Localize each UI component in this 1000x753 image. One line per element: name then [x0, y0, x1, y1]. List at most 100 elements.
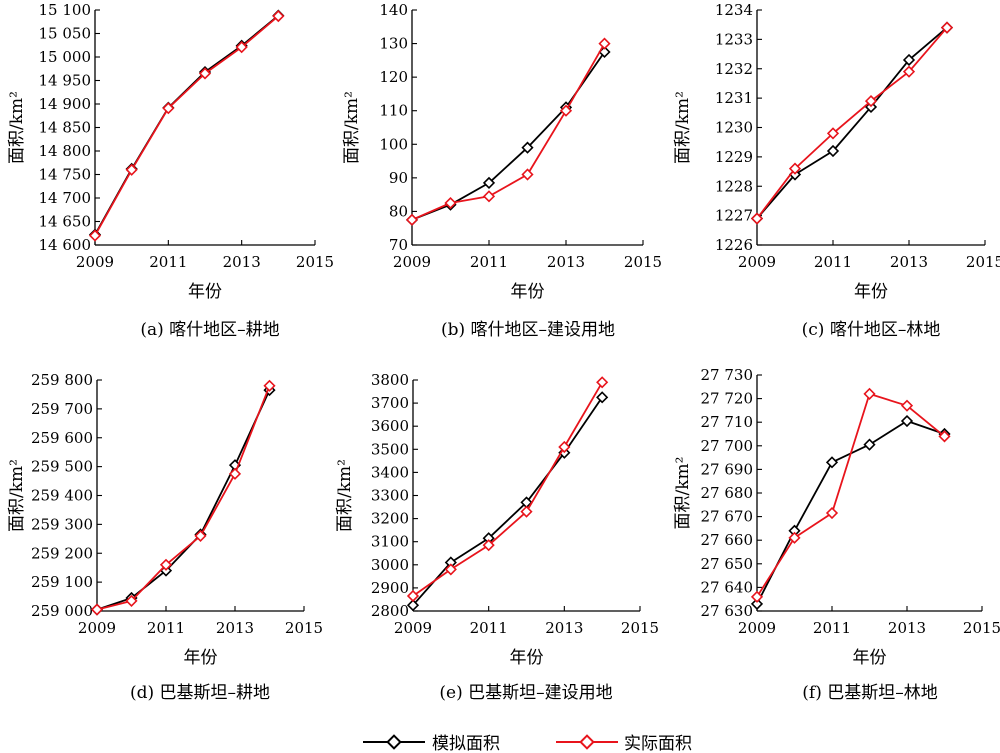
y-tick-label: 27 640 [701, 578, 754, 596]
y-tick-label: 15 050 [39, 25, 92, 43]
y-tick-label: 3300 [371, 487, 409, 505]
x-tick-label: 2009 [738, 253, 776, 271]
y-tick-label: 3000 [371, 556, 409, 574]
x-tick-label: 2013 [888, 619, 926, 637]
y-tick-label: 15 000 [39, 48, 92, 66]
data-point-actual [788, 531, 801, 544]
y-tick-label: 120 [379, 68, 408, 86]
panel-caption: (e) 巴基斯坦–建设用地 [439, 683, 612, 703]
x-tick-label: 2011 [147, 619, 185, 637]
y-tick-label: 14 950 [39, 72, 92, 90]
y-tick-label: 2900 [371, 579, 409, 597]
data-point-actual [444, 563, 457, 576]
y-tick-label: 90 [389, 169, 408, 187]
data-point-simulated [826, 144, 840, 158]
data-point-simulated [902, 53, 916, 67]
y-tick-label: 27 710 [701, 413, 754, 431]
y-tick-label: 14 900 [39, 95, 92, 113]
y-tick-label: 130 [379, 35, 408, 53]
y-tick-label: 259 800 [31, 371, 93, 389]
data-point-actual [825, 506, 839, 520]
y-tick-label: 3800 [371, 371, 409, 389]
y-tick-label: 27 730 [701, 366, 754, 384]
y-tick-label: 1231 [715, 89, 753, 107]
y-tick-label: 27 670 [701, 508, 754, 526]
data-point-actual [162, 102, 175, 115]
data-point-actual [938, 430, 951, 443]
legend-label-actual: 实际面积 [624, 734, 692, 753]
y-tick-label: 27 660 [701, 531, 754, 549]
y-tick-label: 259 500 [31, 458, 93, 476]
data-point-actual [405, 213, 419, 226]
data-point-simulated [863, 438, 876, 451]
x-tick-label: 2015 [963, 619, 1000, 637]
series-line-actual [96, 385, 271, 611]
series-line-simulated [94, 14, 279, 236]
y-tick-label: 2800 [371, 602, 409, 620]
y-tick-label: 27 720 [701, 390, 754, 408]
x-tick-label: 2011 [813, 619, 851, 637]
x-axis-label: 年份 [184, 648, 218, 668]
data-point-simulated [596, 391, 609, 404]
x-tick-label: 2013 [547, 253, 585, 271]
data-point-actual [596, 376, 609, 389]
x-tick-label: 2009 [738, 619, 776, 637]
y-tick-label: 1229 [715, 148, 753, 166]
data-point-actual [228, 467, 242, 480]
x-tick-label: 2011 [149, 253, 187, 271]
y-tick-label: 100 [379, 135, 408, 153]
panel-caption: (a) 喀什地区–耕地 [140, 320, 279, 340]
series-line-actual [756, 392, 946, 598]
panel-caption: (c) 喀什地区–林地 [802, 320, 941, 340]
y-tick-label: 1227 [715, 207, 753, 225]
data-point-actual [559, 104, 573, 117]
y-tick-label: 1234 [715, 1, 753, 19]
data-point-actual [88, 229, 102, 242]
series-line-actual [756, 27, 948, 220]
data-point-actual [272, 10, 285, 23]
y-tick-label: 1233 [715, 30, 753, 48]
data-point-simulated [788, 524, 801, 537]
chart-panel-2: 70 80 90 100 110 120 130 140 2009 2011 2013 2015 年份 面… [342, 1, 662, 340]
y-tick-label: 27 690 [701, 460, 754, 478]
y-tick-label: 27 630 [701, 602, 754, 620]
data-point-actual [482, 190, 496, 203]
x-tick-label: 2011 [470, 619, 508, 637]
series-line-simulated [96, 389, 271, 611]
data-point-actual [194, 529, 207, 543]
chart-panel-1: 14 600 14 650 14 700 14 750 14 800 14 850 14 9… [7, 1, 334, 340]
x-tick-label: 2015 [624, 253, 662, 271]
data-point-simulated [444, 556, 457, 569]
y-axis-label: 面积/km² [335, 459, 355, 532]
y-tick-label: 80 [389, 202, 408, 220]
x-tick-label: 2015 [285, 619, 323, 637]
data-point-simulated [900, 414, 914, 428]
chart-panel-6: 27 630 27 640 27 650 27 660 27 670 27 680 27 6… [673, 366, 1000, 703]
y-tick-label: 27 650 [701, 555, 754, 573]
data-point-actual [520, 505, 533, 518]
x-tick-label: 2015 [966, 253, 1000, 271]
y-tick-label: 140 [379, 1, 408, 19]
y-tick-label: 14 850 [39, 119, 92, 137]
x-tick-label: 2015 [621, 619, 659, 637]
data-point-simulated [520, 496, 533, 509]
y-axis-label: 面积/km² [342, 91, 362, 164]
series-line-actual [411, 43, 606, 221]
chart-panel-4: 259 000 259 100 259 200 259 300 259 400 259 5… [7, 371, 323, 703]
x-tick-label: 2009 [76, 253, 114, 271]
y-tick-label: 70 [389, 236, 408, 254]
y-tick-label: 14 800 [39, 142, 92, 160]
x-tick-label: 2013 [223, 253, 261, 271]
y-tick-label: 14 750 [39, 166, 92, 184]
data-point-actual [902, 65, 916, 78]
data-point-actual [90, 603, 104, 616]
panel-caption: (f) 巴基斯坦–林地 [802, 683, 937, 703]
y-tick-label: 259 400 [31, 487, 93, 505]
data-point-actual [521, 168, 534, 181]
data-point-simulated [482, 532, 495, 545]
series-line-actual [412, 381, 603, 597]
chart-panel-3: 1226 1227 1228 1229 1230 1231 1232 1233 1234 2009… [673, 1, 1000, 340]
legend-label-simulated: 模拟面积 [432, 734, 500, 753]
y-tick-label: 259 600 [31, 429, 93, 447]
